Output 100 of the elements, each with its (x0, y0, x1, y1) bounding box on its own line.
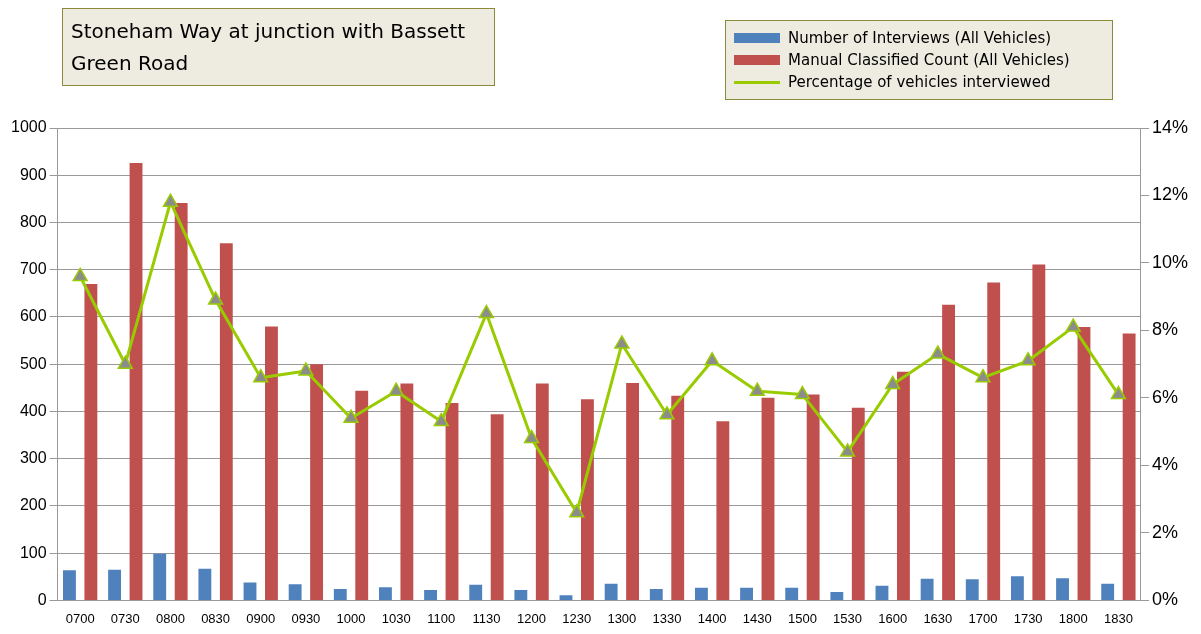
y2-tick-label: 12% (1151, 184, 1188, 205)
bar (514, 590, 528, 600)
bar (424, 590, 437, 600)
bar (987, 282, 1001, 600)
x-tick-label: 0830 (201, 610, 231, 626)
x-tick-label: 1700 (968, 610, 998, 626)
x-tick-label: 1230 (562, 610, 592, 626)
bar (740, 587, 753, 600)
bar (830, 591, 844, 600)
x-tick-label: 1630 (923, 610, 953, 626)
point (839, 443, 856, 457)
bar (604, 583, 618, 600)
bar (535, 383, 549, 600)
point (478, 304, 495, 319)
x-tick-label: 1200 (517, 610, 547, 626)
bar (490, 414, 504, 600)
bar (198, 568, 212, 600)
bar (716, 421, 730, 600)
bar (1032, 264, 1046, 600)
bar (288, 584, 302, 600)
point (343, 409, 359, 423)
legend-label: Manual Classified Count (All Vehicles) (788, 51, 1070, 69)
point (117, 355, 133, 369)
x-tick-label: 1500 (787, 610, 817, 626)
bar (400, 383, 414, 600)
y-tick-label: 400 (19, 401, 47, 419)
point (749, 382, 765, 396)
y-tick-label: 700 (19, 260, 47, 278)
bar (559, 595, 573, 600)
x-tick-label: 1730 (1013, 610, 1043, 626)
x-tick-label: 0900 (246, 610, 276, 626)
bar (581, 399, 594, 600)
bar (965, 579, 979, 600)
bar (379, 587, 392, 600)
legend-label: Number of Interviews (All Vehicles) (788, 29, 1052, 47)
bar (1056, 578, 1069, 600)
y-tick-label: 0 (37, 590, 47, 608)
y2-tick-label: 8% (1151, 319, 1178, 340)
bar (875, 585, 889, 600)
x-tick-label: 1600 (878, 610, 908, 626)
point (523, 429, 540, 444)
y2-tick-label: 6% (1151, 386, 1178, 407)
point (975, 368, 991, 383)
x-tick-label: 1530 (833, 610, 863, 626)
y-tick-label: 100 (19, 543, 47, 561)
bar (851, 407, 865, 600)
bar (265, 326, 278, 600)
bar (469, 584, 483, 600)
x-tick-label: 1300 (607, 610, 637, 626)
bar (63, 570, 76, 600)
point (930, 345, 946, 359)
bar (942, 304, 955, 600)
x-tick-label: 1100 (427, 610, 456, 626)
y-tick-label: 1000 (11, 118, 47, 136)
legend-label: Percentage of vehicles interviewed (788, 73, 1051, 91)
point (569, 503, 585, 518)
bar (920, 578, 934, 600)
point (72, 267, 88, 282)
bar (333, 589, 347, 600)
bar (84, 283, 98, 600)
x-tick-label: 1130 (472, 610, 501, 626)
bar (174, 203, 188, 600)
point (162, 193, 179, 207)
y-tick-label: 500 (19, 354, 47, 372)
point (298, 362, 314, 376)
x-tick-label: 0930 (291, 610, 321, 626)
bar (785, 587, 799, 600)
x-tick-label: 0730 (110, 610, 140, 626)
bar (445, 402, 459, 600)
bar (355, 390, 369, 600)
point (614, 335, 630, 349)
bar (108, 569, 122, 600)
y-tick-label: 900 (19, 165, 47, 183)
bar (649, 589, 663, 600)
y2-tick-label: 4% (1151, 454, 1178, 475)
x-tick-label: 1330 (652, 610, 682, 626)
point (1020, 352, 1036, 366)
point (659, 406, 675, 420)
x-tick-label: 1430 (742, 610, 772, 626)
point (704, 352, 720, 366)
bar (671, 395, 685, 600)
y2-tick-label: 10% (1151, 251, 1188, 272)
point (794, 385, 811, 400)
bar (1122, 333, 1136, 600)
x-tick-label: 0800 (155, 610, 185, 626)
point (388, 382, 404, 396)
bar (806, 394, 820, 600)
x-tick-label: 1830 (1103, 610, 1133, 626)
x-tick-label: 0700 (65, 610, 95, 626)
y-tick-label: 800 (19, 212, 47, 230)
bar (129, 162, 143, 600)
bar (219, 243, 233, 600)
bar (243, 582, 257, 600)
y-tick-label: 300 (19, 449, 47, 467)
x-tick-label: 1030 (381, 610, 411, 626)
point (1110, 385, 1127, 400)
x-tick-label: 1800 (1058, 610, 1088, 626)
x-tick-label: 1400 (697, 610, 727, 626)
bar (1101, 583, 1115, 600)
x-tick-label: 1000 (336, 610, 366, 626)
